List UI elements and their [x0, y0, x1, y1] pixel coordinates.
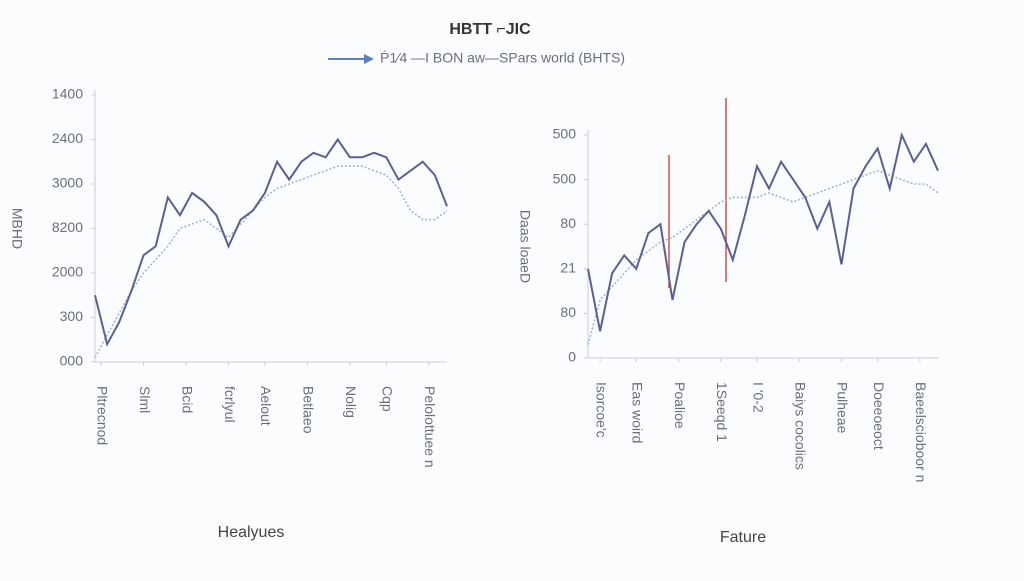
line-series [587, 131, 939, 332]
x-tick-label: Pulheae [835, 382, 851, 434]
y-tick-label: 500 [553, 170, 577, 186]
y-tick-label: 500 [553, 126, 577, 142]
y-tick-label: 0 [568, 349, 576, 365]
x-tick-label: Bcid [179, 386, 195, 413]
x-axis-label: Fature [720, 529, 766, 546]
y-tick-label: 2400 [52, 130, 83, 146]
y-axis-label: MBHD [9, 208, 25, 249]
x-axis-label: Healyues [218, 524, 285, 541]
y-tick-label: 1400 [52, 86, 83, 102]
line-series [94, 165, 448, 358]
legend-text: Ṕ1⁄4 —I BON aw—SPars world (BHTS) [380, 50, 625, 66]
x-tick-label: Eas woird [630, 382, 646, 443]
x-tick-label: Baeelscioboor n [913, 382, 929, 482]
title: HBTT ⌐JIC [449, 21, 531, 38]
y-axis-label: Daas loaeD [517, 210, 533, 283]
y-tick-label: 80 [560, 215, 576, 231]
y-tick-label: 8200 [52, 219, 83, 235]
x-tick-label: Baiys cocolics [793, 382, 809, 470]
x-tick-label: Slml [137, 386, 153, 413]
x-tick-label: Pelolottuee n [422, 386, 438, 468]
x-tick-label: I '0-2 [750, 382, 766, 413]
x-tick-label: Nolig [343, 386, 359, 418]
x-tick-label: Pltrecnod [94, 386, 110, 445]
x-tick-label: Poalioe [672, 382, 688, 429]
y-tick-label: 21 [560, 260, 576, 276]
y-tick-label: 000 [60, 353, 84, 369]
y-tick-label: 3000 [52, 175, 83, 191]
x-tick-label: Cqp [380, 386, 396, 412]
x-tick-label: 1Seeqd 1 [714, 382, 730, 442]
legend-arrow-head [364, 54, 374, 64]
x-tick-label: fcrlyul [222, 386, 238, 423]
line-series [94, 137, 448, 347]
x-tick-label: Doeeoeoct [871, 382, 887, 450]
x-tick-label: Isorcoe'c [593, 382, 609, 438]
x-tick-label: Betlaeo [301, 386, 317, 434]
y-tick-label: 300 [60, 308, 84, 324]
line-series [587, 169, 939, 345]
x-tick-label: Aelout [258, 386, 274, 426]
y-tick-label: 2000 [52, 264, 83, 280]
y-tick-label: 80 [560, 304, 576, 320]
